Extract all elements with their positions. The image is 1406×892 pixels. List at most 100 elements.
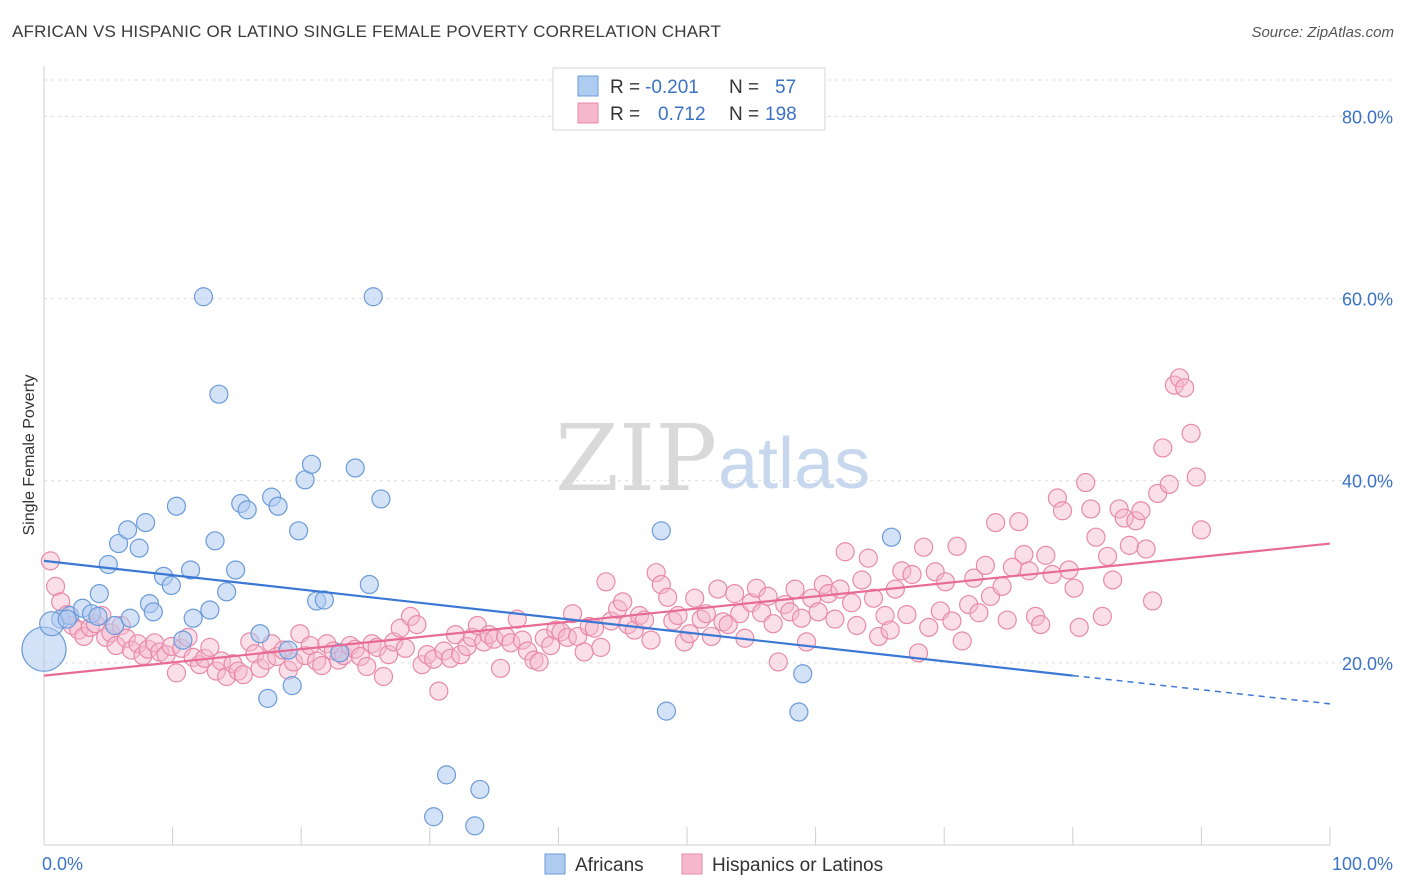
african-point [363,287,383,307]
hispanic-point [429,681,449,701]
legend-r-label-hispanics: R = [610,104,640,125]
african-point [314,590,334,610]
y-tick-label: 60.0% [1342,290,1393,310]
african-point [117,520,138,540]
african-point [651,521,671,541]
axes [43,66,1331,846]
watermark-atlas: atlas [718,424,870,504]
bottom-legend-label-hispanics: Hispanics or Latinos [712,855,883,876]
african-point [268,496,288,516]
hispanic-point [658,587,678,607]
stats-legend: R = -0.201 N = 57 R = 0.712 N = 198 [552,67,826,131]
hispanic-point [825,609,845,629]
hispanic-point [969,603,989,623]
hispanic-point [1009,512,1029,532]
series-legend: Africans Hispanics or Latinos [544,853,883,876]
hispanic-point [407,615,427,635]
african-point [21,626,67,672]
hispanic-point [780,602,800,622]
hispanic-point [892,561,912,581]
hispanic-point [1181,423,1201,443]
x-tick-label-min: 0.0% [42,854,83,874]
source-label: Source: ZipAtlas.com [1251,24,1394,41]
hispanic-point [696,604,716,624]
legend-n-value-africans: 57 [775,77,796,98]
african-point [161,575,181,596]
african-point [345,458,365,478]
legend-r-label-africans: R = [610,77,640,98]
african-point [359,574,379,595]
hispanic-point [1191,520,1212,540]
african-point [209,384,229,404]
hispanic-point [1131,501,1151,521]
hispanic-point [641,630,661,650]
hispanic-point [424,649,444,669]
hispanic-point [1031,615,1051,635]
hispanic-point [952,631,972,651]
african-point [57,609,77,629]
african-point [89,584,109,604]
hispanic-point [1114,508,1134,528]
legend-n-label-africans: N = [729,77,759,98]
watermark: ZIP atlas [555,405,870,512]
african-point [237,500,257,520]
hispanic-point [791,608,812,628]
hispanic-point [847,615,867,636]
hispanic-point [233,665,253,685]
hispanic-point [116,628,136,648]
hispanic-point [1052,501,1073,521]
hispanic-point [574,642,594,662]
hispanic-point [975,555,995,576]
hispanic-point [691,609,711,629]
hispanic-point [842,593,862,613]
hispanic-point [529,652,549,672]
african-point [371,489,391,509]
african-point [330,643,350,663]
african-point [193,287,214,307]
hispanic-point [501,633,521,653]
bottom-legend-swatch-hispanics [681,853,703,875]
hispanic-point [228,661,248,681]
hispanic-point [557,627,578,647]
hispanic-point [942,611,962,631]
hispanic-point [724,584,745,604]
y-axis-label: Single Female Poverty [21,375,38,536]
legend-r-value-africans: -0.201 [645,77,699,98]
bottom-legend-swatch-africans [544,853,566,875]
watermark-zip: ZIP [555,405,717,512]
hispanic-point [869,626,889,647]
african-point [289,521,309,541]
hispanic-point [1186,467,1206,487]
african-point [301,454,322,474]
hispanic-point [959,594,979,615]
hispanic-point [992,576,1012,596]
hispanic-point [708,579,728,599]
chart-title: AFRICAN VS HISPANIC OR LATINO SINGLE FEM… [12,22,722,41]
y-tick-label: 80.0% [1342,107,1393,127]
legend-r-value-hispanics: 0.712 [658,104,706,125]
hispanic-point [1019,561,1039,581]
hispanic-point [1119,535,1139,555]
hispanic-point [379,645,399,665]
african-point [465,816,485,836]
data-points [21,287,1212,836]
hispanic-point [440,648,460,668]
hispanic-point [1097,546,1118,566]
hispanic-point [1047,488,1067,508]
african-point [881,527,902,547]
hispanic-point [1042,564,1062,585]
legend-n-label-hispanics: N = [729,104,759,125]
y-tick-label: 20.0% [1342,654,1393,674]
african-point [108,533,129,554]
hispanic-point [875,605,895,626]
hispanic-point [1169,368,1190,388]
legend-swatch-africans [577,75,599,97]
y-tick-label: 40.0% [1342,472,1393,492]
x-tick-label-max: 100.0% [1332,854,1393,874]
hispanic-point [1142,591,1163,611]
hispanic-point [591,637,611,657]
african-point [200,600,220,620]
hispanic-trend-line [43,542,1331,677]
hispanic-point [1136,539,1156,559]
hispanic-point [796,632,817,652]
